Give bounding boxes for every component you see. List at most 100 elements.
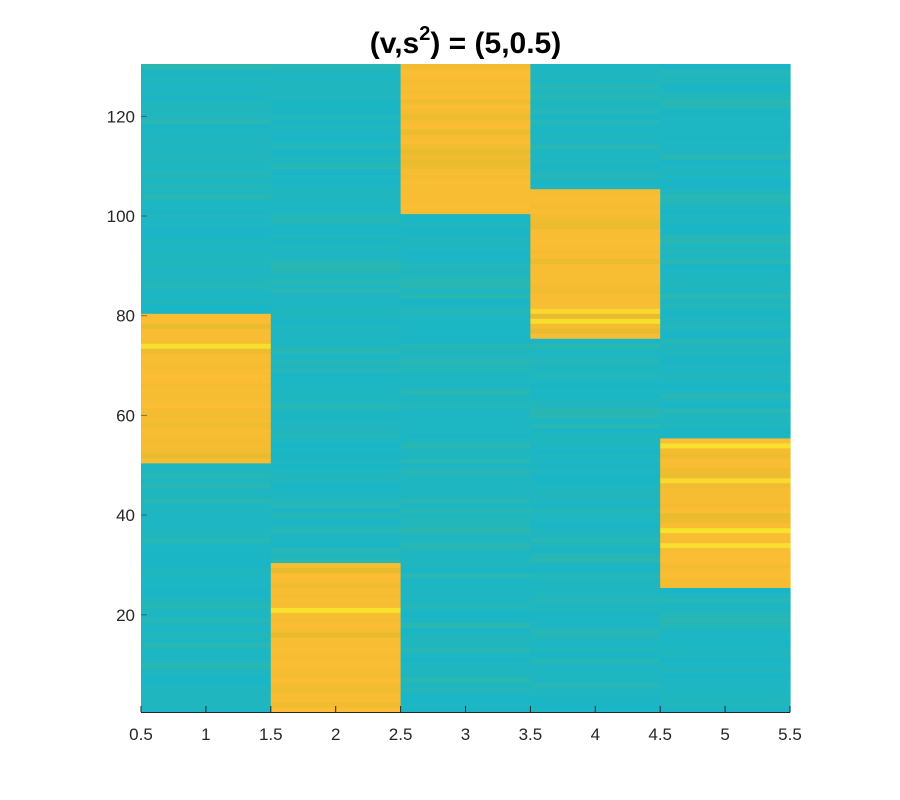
heatmap-cell bbox=[530, 358, 661, 364]
heatmap-cell bbox=[400, 442, 531, 449]
heatmap-cell bbox=[400, 253, 531, 259]
heatmap-cell bbox=[270, 492, 402, 499]
heatmap-cell bbox=[660, 218, 791, 225]
heatmap-cell bbox=[400, 128, 531, 135]
heatmap-cell bbox=[141, 527, 272, 534]
x-tick-label: 5 bbox=[720, 725, 729, 744]
heatmap-cell bbox=[400, 507, 531, 514]
heatmap-cell bbox=[530, 228, 661, 235]
heatmap-cell bbox=[660, 318, 791, 324]
heatmap-cell bbox=[660, 313, 791, 319]
heatmap-cell bbox=[270, 392, 402, 399]
heatmap-cell bbox=[141, 238, 272, 245]
heatmap-cell bbox=[270, 582, 402, 588]
heatmap-cell bbox=[270, 547, 402, 554]
heatmap-cell bbox=[400, 303, 531, 309]
heatmap-cell bbox=[660, 412, 791, 419]
heatmap-cell bbox=[660, 592, 791, 598]
heatmap-cell bbox=[270, 98, 402, 105]
heatmap-cell bbox=[400, 572, 531, 579]
heatmap-cell bbox=[400, 363, 531, 369]
y-axis: 20 40 60 80 100 120 bbox=[107, 107, 147, 625]
heatmap-cell bbox=[141, 462, 272, 469]
heatmap-cell bbox=[530, 622, 661, 628]
heatmap-cell bbox=[270, 432, 402, 439]
heatmap-cell bbox=[660, 687, 791, 693]
heatmap-cell bbox=[141, 502, 272, 509]
heatmap-cell bbox=[400, 293, 531, 299]
heatmap-cell bbox=[400, 188, 531, 195]
heatmap-cell bbox=[141, 497, 272, 504]
heatmap-cell bbox=[400, 148, 531, 155]
heatmap-cell bbox=[530, 482, 661, 489]
heatmap-cell bbox=[270, 402, 402, 409]
heatmap-cell bbox=[660, 672, 791, 678]
x-tick-label: 4.5 bbox=[648, 725, 672, 744]
heatmap-cell bbox=[530, 597, 661, 603]
title-prefix: (v,s bbox=[370, 27, 419, 60]
heatmap-cell bbox=[141, 577, 272, 583]
heatmap-cell bbox=[660, 437, 791, 444]
heatmap-cell bbox=[660, 338, 791, 344]
heatmap-cell bbox=[530, 407, 661, 414]
heatmap-cell bbox=[530, 263, 661, 269]
heatmap-cell bbox=[141, 657, 272, 663]
heatmap-cell bbox=[270, 642, 402, 648]
heatmap-cell bbox=[530, 662, 661, 668]
y-tick-label: 120 bbox=[107, 107, 135, 126]
heatmap-cell bbox=[141, 193, 272, 200]
heatmap-cell bbox=[530, 283, 661, 289]
heatmap-cell bbox=[660, 667, 791, 673]
heatmap-cell bbox=[400, 368, 531, 374]
heatmap-cell bbox=[400, 697, 531, 703]
heatmap-cell bbox=[141, 293, 272, 299]
heatmap-cell bbox=[660, 582, 791, 588]
heatmap-cell bbox=[270, 552, 402, 559]
heatmap-cell bbox=[400, 427, 531, 434]
heatmap-cell bbox=[400, 577, 531, 583]
x-tick-label: 4 bbox=[591, 725, 600, 744]
heatmap-cell bbox=[530, 338, 661, 344]
heatmap-cell bbox=[270, 303, 402, 309]
heatmap-cell bbox=[141, 263, 272, 269]
heatmap-cell bbox=[660, 173, 791, 180]
heatmap-cell bbox=[141, 64, 272, 70]
heatmap-cell bbox=[530, 133, 661, 140]
heatmap-cell bbox=[400, 472, 531, 479]
heatmap-cell bbox=[141, 392, 272, 399]
heatmap-cell bbox=[270, 283, 402, 289]
heatmap-cell bbox=[400, 263, 531, 269]
heatmap-cell bbox=[270, 378, 402, 384]
heatmap-cell bbox=[270, 103, 402, 110]
heatmap-cell bbox=[400, 467, 531, 474]
heatmap-cell bbox=[530, 238, 661, 245]
heatmap-cell bbox=[270, 452, 402, 459]
heatmap-cell bbox=[141, 407, 272, 414]
heatmap-cell bbox=[270, 702, 402, 708]
heatmap-cell bbox=[400, 582, 531, 588]
heatmap-cell bbox=[270, 487, 402, 494]
heatmap-cell bbox=[270, 173, 402, 180]
heatmap-cell bbox=[270, 627, 402, 633]
heatmap-cell bbox=[530, 617, 661, 623]
heatmap-cell bbox=[270, 557, 402, 564]
heatmap-cell bbox=[530, 188, 661, 195]
y-tick-label: 60 bbox=[116, 406, 135, 425]
heatmap-cell bbox=[141, 652, 272, 658]
heatmap-cell bbox=[660, 343, 791, 349]
heatmap-cell bbox=[141, 218, 272, 225]
heatmap-cell bbox=[270, 697, 402, 703]
heatmap-cell bbox=[660, 537, 791, 544]
heatmap-cell bbox=[270, 358, 402, 364]
heatmap-cell bbox=[660, 517, 791, 524]
heatmap-cell bbox=[141, 198, 272, 205]
heatmap-cell bbox=[141, 88, 272, 95]
heatmap-cell bbox=[530, 487, 661, 494]
heatmap-cells bbox=[141, 64, 791, 713]
heatmap-cell bbox=[400, 243, 531, 250]
heatmap-cell bbox=[660, 597, 791, 603]
heatmap-cell bbox=[530, 432, 661, 439]
heatmap-cell bbox=[400, 358, 531, 364]
heatmap-cell bbox=[660, 637, 791, 643]
heatmap-cell bbox=[400, 417, 531, 424]
